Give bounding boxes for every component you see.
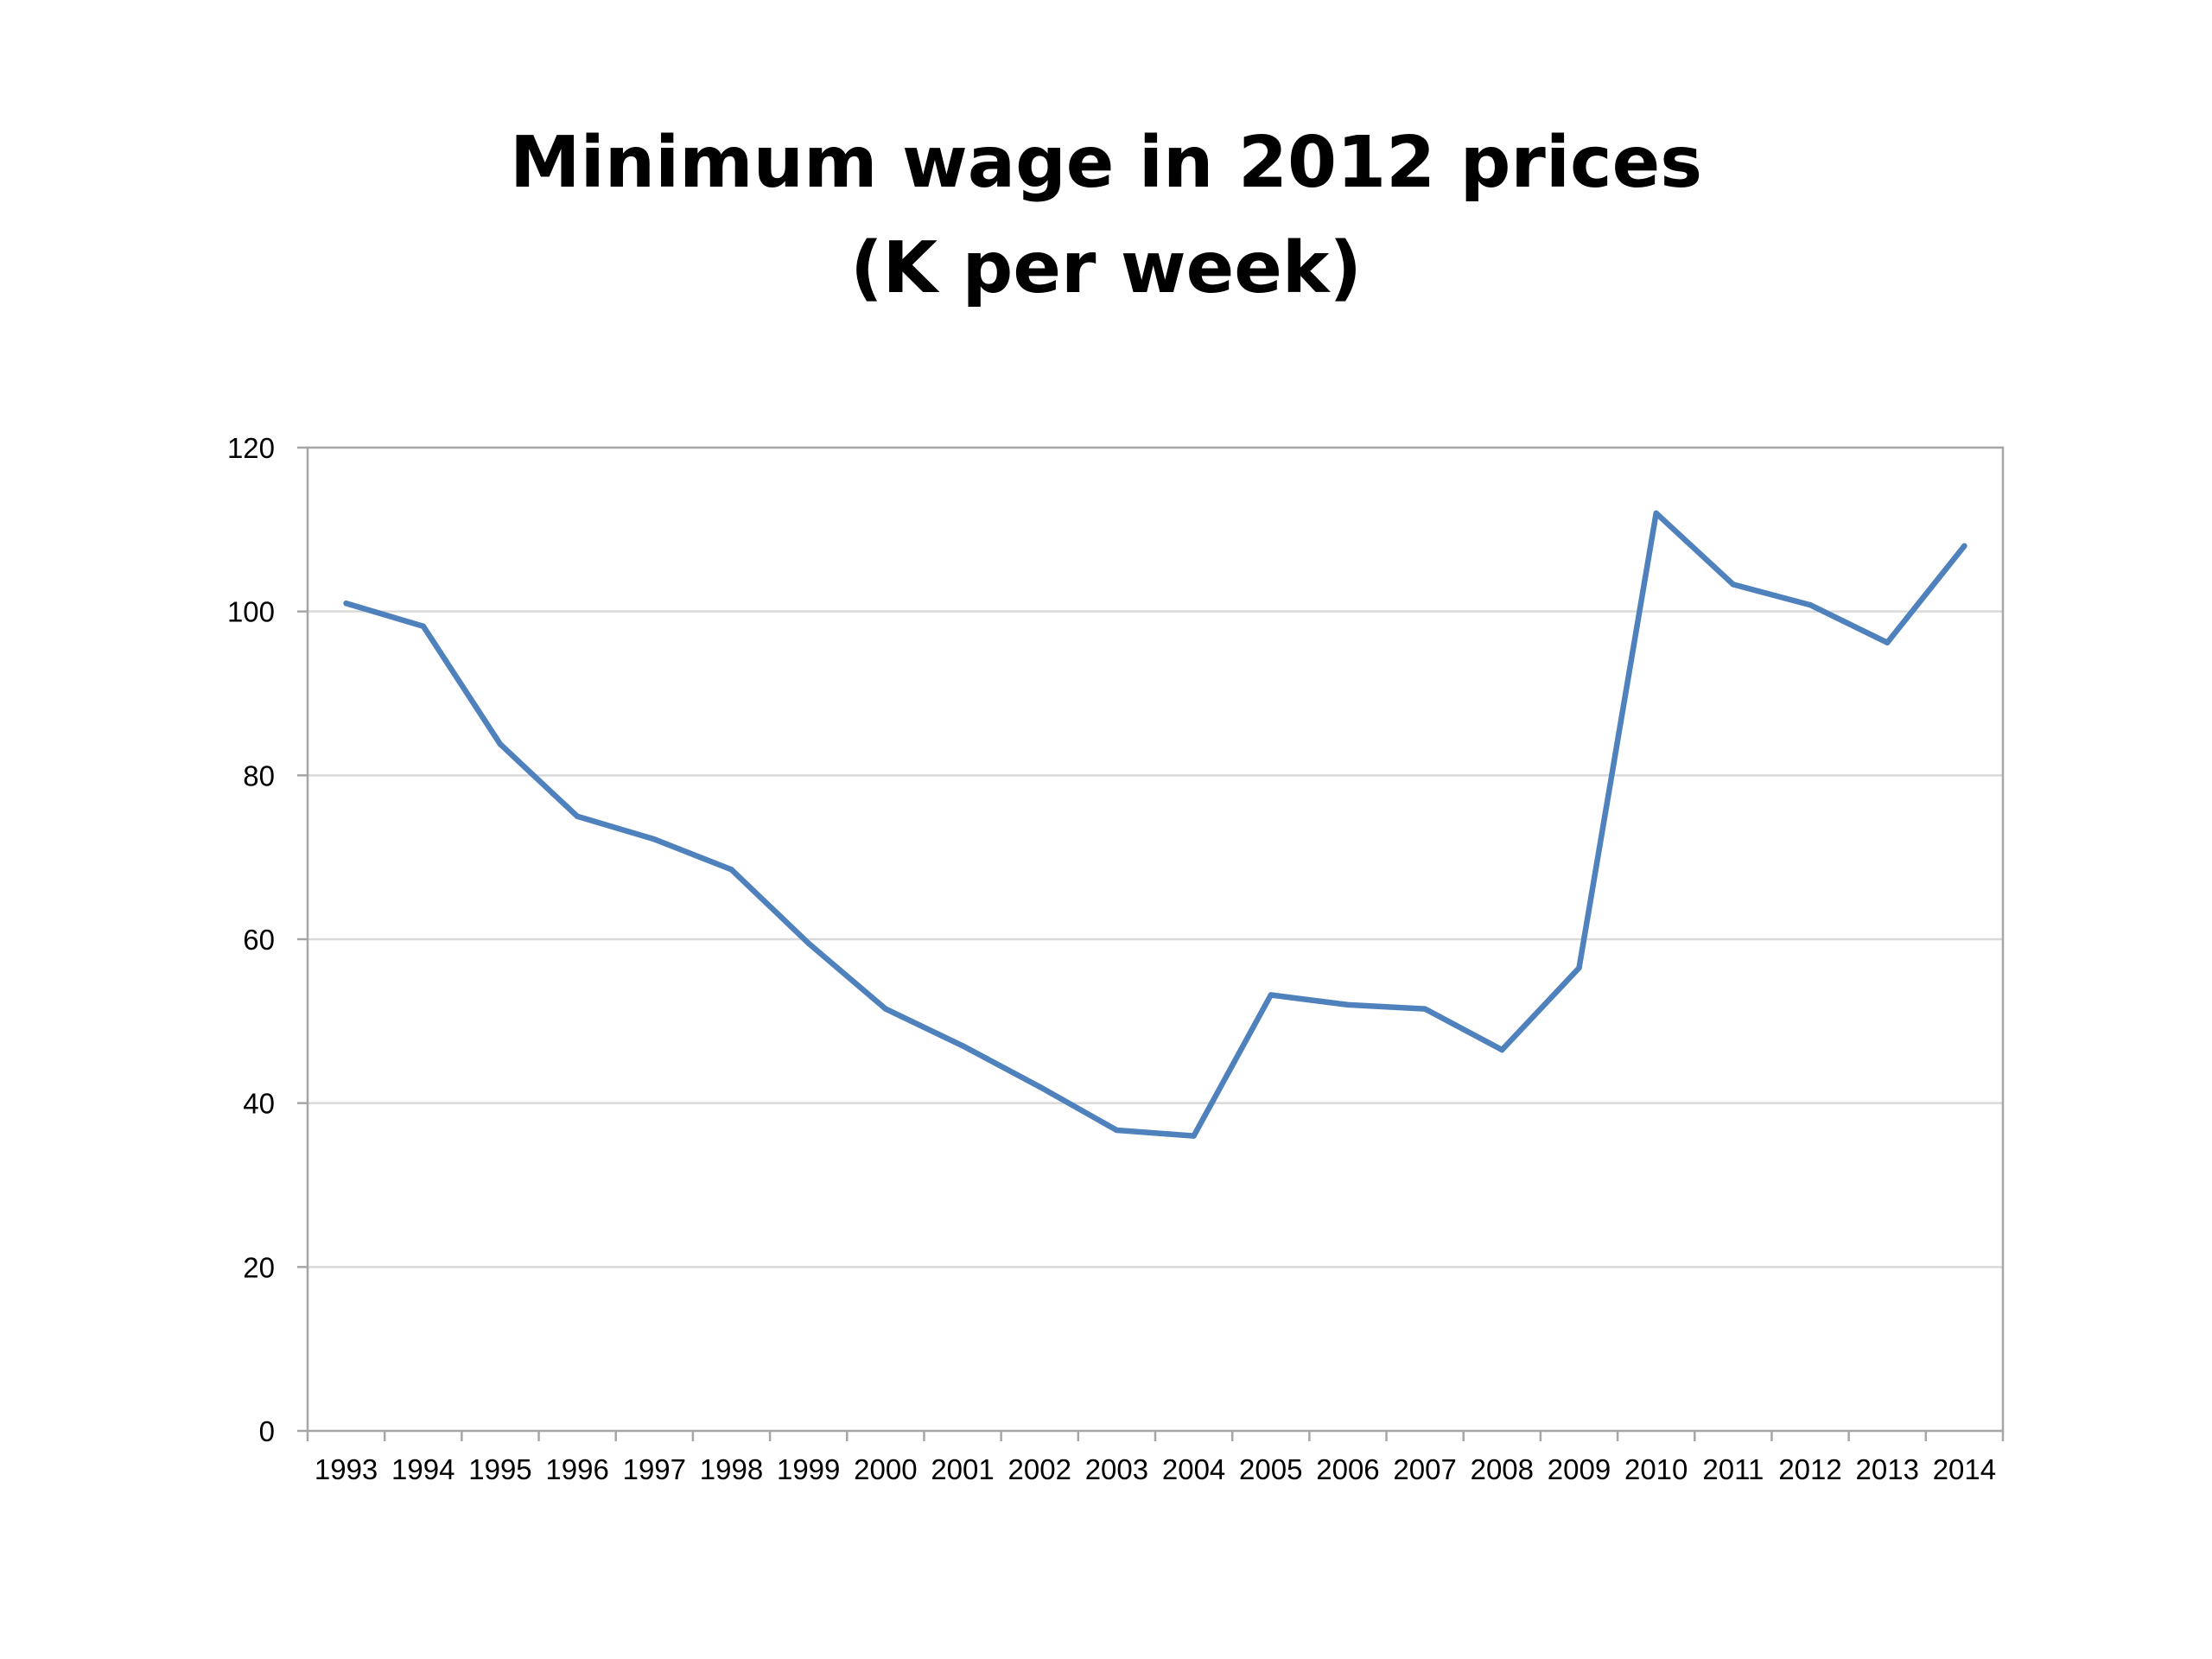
x-tick-label: 2003 [1085, 1453, 1148, 1485]
x-tick-label: 2001 [931, 1453, 994, 1485]
x-tick-label: 1993 [315, 1453, 378, 1485]
x-tick-label: 2013 [1856, 1453, 1919, 1485]
x-tick-label: 2010 [1624, 1453, 1688, 1485]
x-tick-label: 2000 [854, 1453, 917, 1485]
x-tick-label: 2005 [1239, 1453, 1302, 1485]
data-point [1730, 582, 1737, 588]
x-tick-label: 2006 [1316, 1453, 1379, 1485]
series-line [343, 510, 1967, 1139]
data-point [1653, 510, 1659, 517]
x-tick-label: 2002 [1008, 1453, 1071, 1485]
y-tick-label: 120 [227, 432, 275, 464]
data-point [1807, 601, 1814, 608]
data-point [1499, 1046, 1505, 1053]
x-tick-label: 2007 [1393, 1453, 1456, 1485]
data-point [1268, 992, 1274, 998]
data-point [1885, 639, 1891, 645]
x-tick-label: 2012 [1778, 1453, 1841, 1485]
data-point [1421, 1006, 1428, 1012]
data-point [343, 600, 349, 607]
x-tick-label: 2009 [1548, 1453, 1611, 1485]
data-point [959, 1043, 966, 1049]
x-tick-label: 2008 [1471, 1453, 1534, 1485]
y-tick-label: 20 [243, 1251, 275, 1283]
data-point [1344, 1001, 1351, 1008]
data-point [805, 940, 811, 946]
data-point [1114, 1127, 1120, 1134]
x-tick-label: 2014 [1933, 1453, 1996, 1485]
data-point [882, 1006, 889, 1012]
data-point [1961, 543, 1967, 549]
data-point [728, 867, 734, 873]
y-tick-label: 40 [243, 1088, 275, 1120]
x-tick-label: 1996 [545, 1453, 608, 1485]
data-point [1037, 1084, 1043, 1090]
x-tick-label: 1995 [468, 1453, 531, 1485]
chart-subtitle: (K per week) [850, 227, 1362, 309]
x-tick-label: 1998 [700, 1453, 763, 1485]
y-tick-label: 60 [243, 924, 275, 956]
chart-title: Minimum wage in 2012 prices [509, 122, 1703, 204]
y-tick-label: 0 [259, 1415, 275, 1447]
data-point [420, 623, 426, 629]
y-tick-label: 80 [243, 760, 275, 791]
x-tick-label: 1999 [777, 1453, 840, 1485]
chart-title-block: Minimum wage in 2012 prices (K per week) [0, 111, 2212, 321]
x-tick-label: 2004 [1162, 1453, 1225, 1485]
data-point [1191, 1133, 1197, 1139]
x-tick-label: 1994 [391, 1453, 454, 1485]
x-tick-label: 2011 [1702, 1453, 1764, 1485]
data-point [574, 813, 581, 819]
x-tick-label: 1997 [623, 1453, 686, 1485]
data-point [1576, 964, 1582, 971]
y-tick-label: 100 [227, 596, 275, 628]
data-point [652, 836, 658, 842]
data-point [497, 741, 504, 747]
